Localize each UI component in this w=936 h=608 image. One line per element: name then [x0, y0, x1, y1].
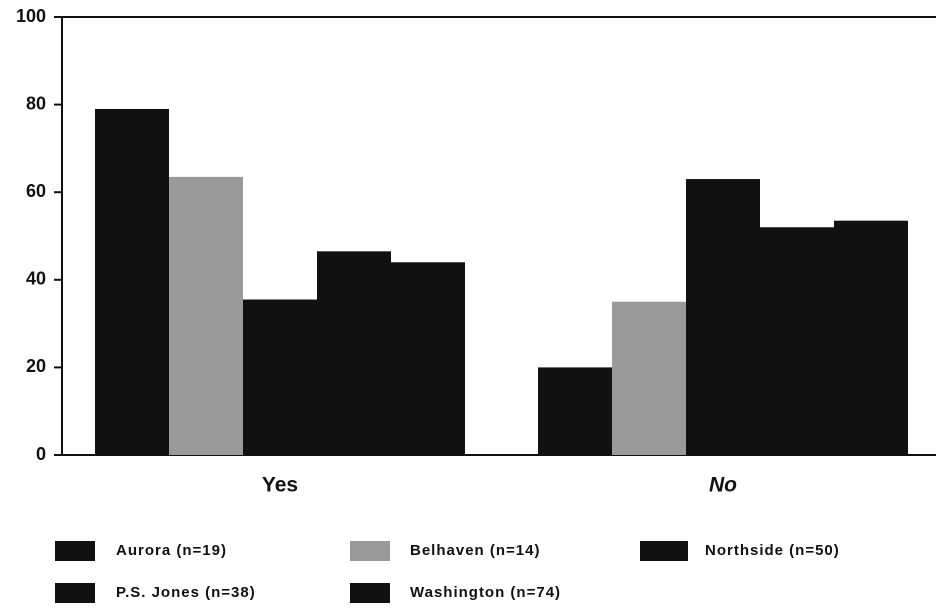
bar [834, 220, 908, 455]
x-tick-label: Yes [262, 474, 298, 497]
y-tick-label: 20 [26, 356, 46, 376]
legend-label: Northside (n=50) [705, 542, 840, 559]
legend-swatch [55, 583, 95, 603]
bar [612, 301, 686, 455]
y-tick-label: 80 [26, 93, 46, 113]
y-tick-label: 100 [16, 6, 46, 26]
bar [686, 179, 760, 455]
legend-swatch [55, 541, 95, 561]
y-tick-label: 60 [26, 181, 46, 201]
legend-label: Washington (n=74) [410, 584, 561, 601]
bar [317, 251, 391, 455]
bar [391, 262, 465, 455]
legend-swatch [640, 541, 688, 561]
legend-swatch [350, 583, 390, 603]
y-tick-label: 0 [36, 444, 46, 464]
bar [95, 108, 169, 455]
legend-label: Belhaven (n=14) [410, 542, 540, 559]
legend-label: P.S. Jones (n=38) [116, 584, 256, 601]
legend-swatch [350, 541, 390, 561]
legend-label: Aurora (n=19) [116, 542, 227, 559]
bar [760, 227, 834, 455]
bar [243, 299, 317, 455]
x-tick-label: No [709, 474, 737, 497]
bar [169, 176, 243, 455]
bar [538, 367, 612, 455]
y-tick-label: 40 [26, 269, 46, 289]
